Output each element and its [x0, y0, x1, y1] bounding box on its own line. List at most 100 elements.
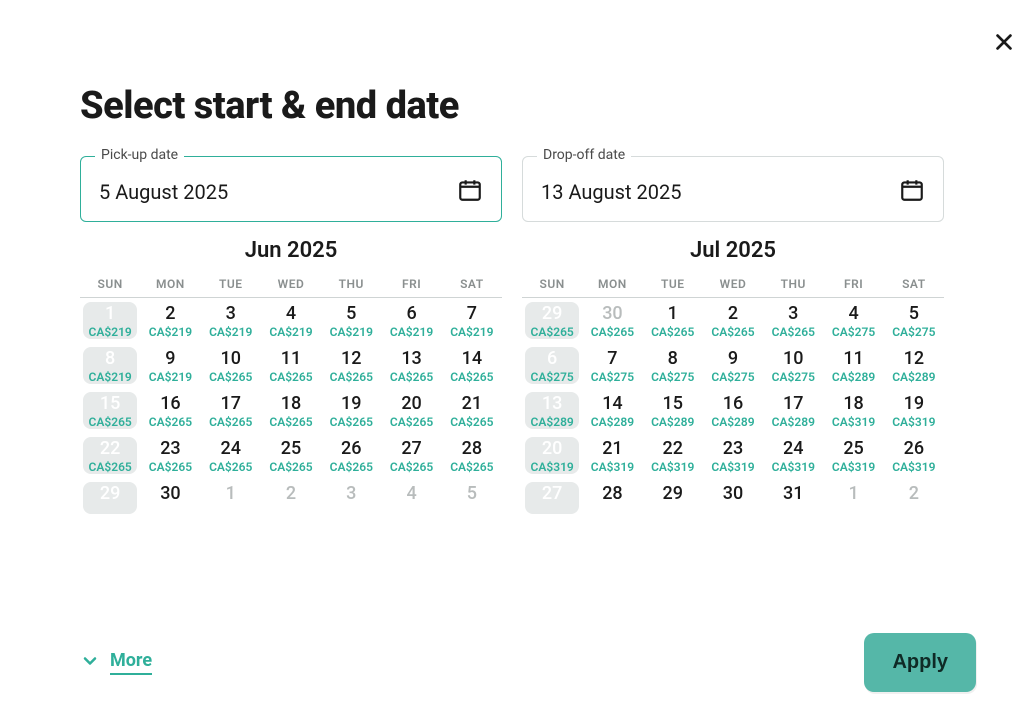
calendar-day[interactable]: 29 — [80, 478, 140, 518]
dow-label: SAT — [442, 271, 502, 297]
apply-button[interactable]: Apply — [864, 633, 976, 692]
calendar-day[interactable]: 9CA$219 — [140, 343, 200, 388]
calendar-day[interactable]: 12CA$265 — [321, 343, 381, 388]
day-price: CA$265 — [261, 416, 321, 429]
day-price: CA$219 — [381, 326, 441, 339]
day-price: CA$265 — [442, 461, 502, 474]
day-price: CA$265 — [80, 416, 140, 429]
day-number: 30 — [140, 484, 200, 504]
calendar-day[interactable]: 12CA$289 — [884, 343, 944, 388]
dropoff-date-field[interactable]: Drop-off date 13 August 2025 — [522, 156, 944, 222]
calendar-day[interactable]: 24CA$319 — [763, 433, 823, 478]
calendar-day[interactable]: 11CA$265 — [261, 343, 321, 388]
calendar-day[interactable]: 28 — [582, 478, 642, 518]
calendar-day[interactable]: 11CA$289 — [823, 343, 883, 388]
calendar-day[interactable]: 30 — [140, 478, 200, 518]
day-price: CA$319 — [643, 461, 703, 474]
day-price: CA$275 — [643, 371, 703, 384]
day-number: 29 — [643, 484, 703, 504]
dow-label: THU — [321, 271, 381, 297]
calendar-day[interactable]: 8CA$275 — [643, 343, 703, 388]
calendar-day[interactable]: 22CA$265 — [80, 433, 140, 478]
calendar-day[interactable]: 29CA$265 — [522, 298, 582, 343]
calendar-day[interactable]: 25CA$265 — [261, 433, 321, 478]
calendar-day[interactable]: 19CA$319 — [884, 388, 944, 433]
calendar-day[interactable]: 5CA$219 — [321, 298, 381, 343]
day-number: 10 — [763, 349, 823, 369]
day-number: 7 — [582, 349, 642, 369]
calendar-day[interactable]: 18CA$319 — [823, 388, 883, 433]
calendar-icon — [457, 177, 483, 207]
calendar-right: Jul 2025 SUNMONTUEWEDTHUFRISAT 29CA$2653… — [522, 230, 944, 518]
calendar-day[interactable]: 14CA$265 — [442, 343, 502, 388]
calendar-day[interactable]: 24CA$265 — [201, 433, 261, 478]
calendar-day[interactable]: 26CA$319 — [884, 433, 944, 478]
calendar-day[interactable]: 10 CA$275 — [763, 343, 823, 388]
calendar-day[interactable]: 21CA$319 — [582, 433, 642, 478]
day-price: CA$275 — [763, 371, 823, 384]
day-price: CA$289 — [763, 416, 823, 429]
calendar-day[interactable]: 17CA$265 — [201, 388, 261, 433]
close-button[interactable] — [988, 28, 1020, 60]
day-number: 5 — [884, 304, 944, 324]
calendar-day[interactable]: 1CA$219 — [80, 298, 140, 343]
day-number: 30 — [703, 484, 763, 504]
calendar-day[interactable]: 21CA$265 — [442, 388, 502, 433]
calendar-day[interactable]: 20CA$265 — [381, 388, 441, 433]
calendar-day[interactable]: 5CA$275 — [884, 298, 944, 343]
calendar-day[interactable]: 15CA$265 — [80, 388, 140, 433]
calendar-day[interactable]: 30 — [703, 478, 763, 518]
calendar-day[interactable]: 13CA$289 — [522, 388, 582, 433]
calendar-day[interactable]: 6CA$219 — [381, 298, 441, 343]
calendar-day[interactable]: 2CA$265 — [703, 298, 763, 343]
calendar-day[interactable]: 4CA$219 — [261, 298, 321, 343]
calendar-day[interactable]: 3CA$219 — [201, 298, 261, 343]
calendar-day[interactable]: 29 — [643, 478, 703, 518]
calendar-day[interactable]: 27CA$265 — [381, 433, 441, 478]
day-price: CA$275 — [823, 326, 883, 339]
day-price: CA$219 — [80, 326, 140, 339]
calendar-day[interactable]: 4CA$275 — [823, 298, 883, 343]
more-toggle[interactable]: More — [80, 650, 152, 675]
calendar-day[interactable]: 22CA$319 — [643, 433, 703, 478]
calendar-day[interactable]: 17CA$289 — [763, 388, 823, 433]
calendar-day[interactable]: 27 — [522, 478, 582, 518]
day-price: CA$289 — [823, 371, 883, 384]
calendar-day[interactable]: 7CA$275 — [582, 343, 642, 388]
calendar-day[interactable]: 28CA$265 — [442, 433, 502, 478]
calendar-day[interactable]: 3CA$265 — [763, 298, 823, 343]
weeks-grid: 1CA$2192CA$2193CA$2194CA$2195CA$2196CA$2… — [80, 298, 502, 518]
calendar-day[interactable]: 16CA$265 — [140, 388, 200, 433]
pickup-date-field[interactable]: Pick-up date 5 August 2025 — [80, 156, 502, 222]
day-price: CA$265 — [321, 416, 381, 429]
calendar-day[interactable]: 10CA$265 — [201, 343, 261, 388]
day-price: CA$265 — [643, 326, 703, 339]
calendar-day[interactable]: 2CA$219 — [140, 298, 200, 343]
calendar-day[interactable]: 8CA$219 — [80, 343, 140, 388]
day-price: CA$219 — [321, 326, 381, 339]
calendar-day[interactable]: 23CA$265 — [140, 433, 200, 478]
calendar-day: 30CA$265 — [582, 298, 642, 343]
calendar-day[interactable]: 15CA$289 — [643, 388, 703, 433]
calendar-day[interactable]: 31 — [763, 478, 823, 518]
calendar-day[interactable]: 14CA$289 — [582, 388, 642, 433]
dow-label: MON — [582, 271, 642, 297]
calendar-day[interactable]: 9CA$275 — [703, 343, 763, 388]
calendar-day[interactable]: 16CA$289 — [703, 388, 763, 433]
calendar-day[interactable]: 13CA$265 — [381, 343, 441, 388]
day-number: 30 — [582, 304, 642, 324]
day-number: 23 — [140, 439, 200, 459]
calendar-day[interactable]: 7CA$219 — [442, 298, 502, 343]
calendar-day[interactable]: 18CA$265 — [261, 388, 321, 433]
day-price: CA$219 — [80, 371, 140, 384]
calendar-day[interactable]: 23CA$319 — [703, 433, 763, 478]
calendar-day[interactable]: 1CA$265 — [643, 298, 703, 343]
calendar-day[interactable]: 25CA$319 — [823, 433, 883, 478]
day-number: 23 — [703, 439, 763, 459]
calendar-day[interactable]: 6CA$275 — [522, 343, 582, 388]
calendar-day[interactable]: 20CA$319 — [522, 433, 582, 478]
day-number: 20 — [522, 439, 582, 459]
calendar-day[interactable]: 19CA$265 — [321, 388, 381, 433]
calendar-day[interactable]: 26CA$265 — [321, 433, 381, 478]
day-number: 27 — [522, 484, 582, 504]
